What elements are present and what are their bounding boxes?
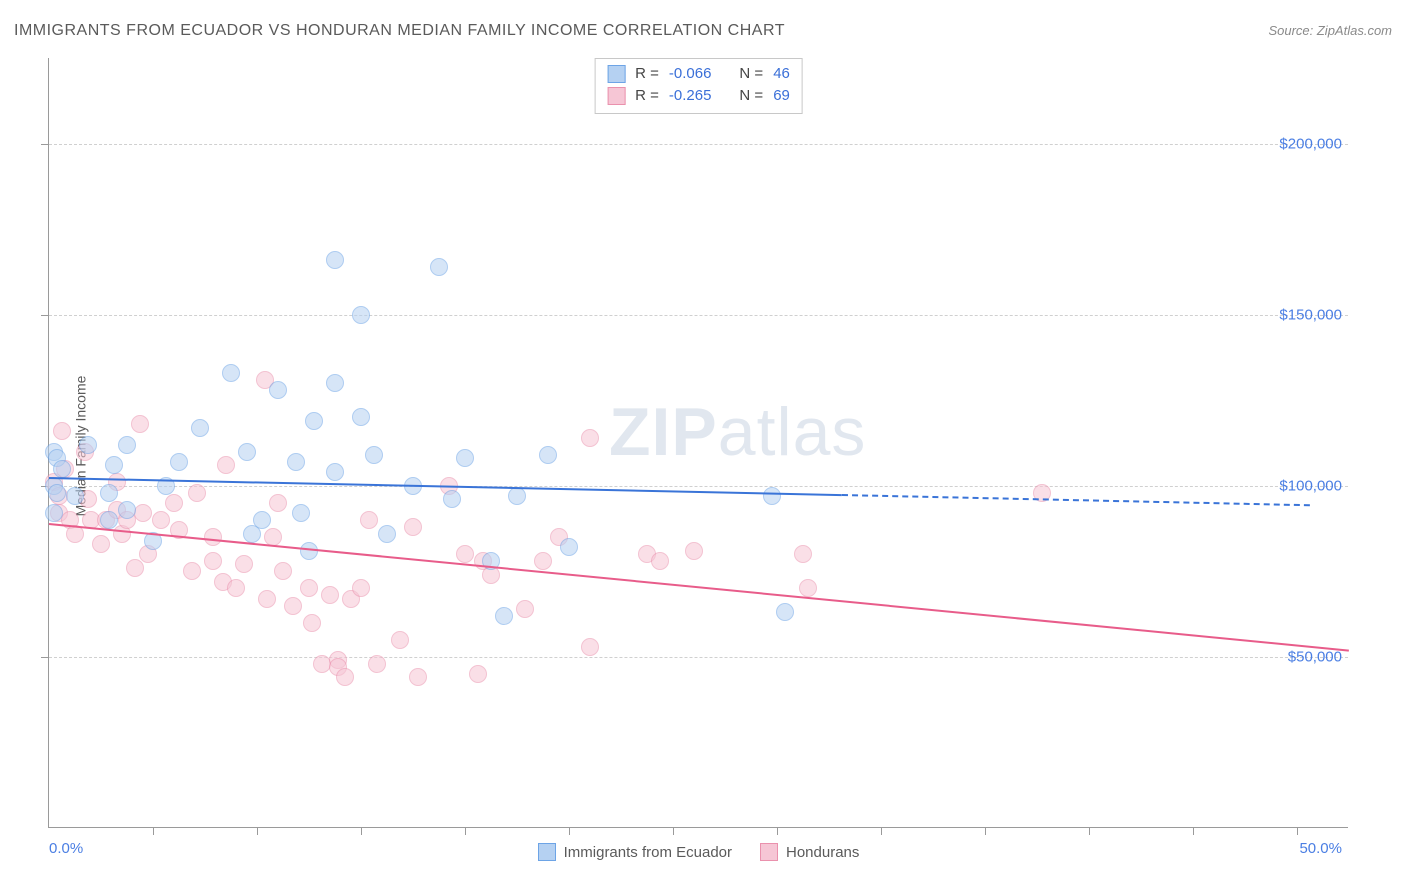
- swatch-honduran: [607, 87, 625, 105]
- chart-title: IMMIGRANTS FROM ECUADOR VS HONDURAN MEDI…: [14, 22, 785, 40]
- data-point-honduran: [217, 456, 235, 474]
- data-point-honduran: [284, 597, 302, 615]
- data-point-honduran: [321, 586, 339, 604]
- trend-line: [842, 494, 1310, 506]
- data-point-honduran: [799, 579, 817, 597]
- data-point-honduran: [368, 655, 386, 673]
- scatter-plot-area: ZIPatlas R = -0.066 N = 46 R = -0.265 N …: [48, 58, 1348, 828]
- data-point-honduran: [183, 562, 201, 580]
- swatch-ecuador: [607, 65, 625, 83]
- data-point-ecuador: [53, 460, 71, 478]
- data-point-honduran: [303, 614, 321, 632]
- data-point-honduran: [300, 579, 318, 597]
- data-point-honduran: [516, 600, 534, 618]
- data-point-honduran: [188, 484, 206, 502]
- data-point-honduran: [131, 415, 149, 433]
- data-point-honduran: [685, 542, 703, 560]
- source-attribution: Source: ZipAtlas.com: [1268, 23, 1392, 38]
- data-point-honduran: [360, 511, 378, 529]
- x-tick-label: 0.0%: [49, 840, 83, 857]
- gridline: [49, 144, 1348, 145]
- data-point-honduran: [336, 668, 354, 686]
- data-point-ecuador: [508, 487, 526, 505]
- legend-row-honduran: R = -0.265 N = 69: [607, 85, 790, 107]
- data-point-ecuador: [105, 456, 123, 474]
- data-point-honduran: [352, 579, 370, 597]
- data-point-honduran: [165, 494, 183, 512]
- data-point-honduran: [204, 528, 222, 546]
- data-point-ecuador: [292, 504, 310, 522]
- data-point-ecuador: [326, 251, 344, 269]
- data-point-ecuador: [238, 443, 256, 461]
- data-point-ecuador: [352, 306, 370, 324]
- data-point-ecuador: [287, 453, 305, 471]
- data-point-honduran: [581, 638, 599, 656]
- series-legend: Immigrants from Ecuador Hondurans: [49, 843, 1348, 861]
- data-point-honduran: [269, 494, 287, 512]
- legend-item-ecuador: Immigrants from Ecuador: [538, 843, 732, 861]
- data-point-ecuador: [45, 504, 63, 522]
- data-point-honduran: [409, 668, 427, 686]
- data-point-ecuador: [326, 463, 344, 481]
- data-point-honduran: [534, 552, 552, 570]
- data-point-honduran: [258, 590, 276, 608]
- swatch-honduran: [760, 843, 778, 861]
- data-point-honduran: [227, 579, 245, 597]
- data-point-ecuador: [495, 607, 513, 625]
- data-point-ecuador: [352, 408, 370, 426]
- data-point-ecuador: [430, 258, 448, 276]
- data-point-honduran: [469, 665, 487, 683]
- data-point-honduran: [274, 562, 292, 580]
- data-point-ecuador: [763, 487, 781, 505]
- data-point-honduran: [456, 545, 474, 563]
- data-point-ecuador: [118, 501, 136, 519]
- legend-item-honduran: Hondurans: [760, 843, 859, 861]
- y-tick-label: $100,000: [1279, 477, 1342, 494]
- x-tick-label: 50.0%: [1299, 840, 1342, 857]
- data-point-honduran: [404, 518, 422, 536]
- data-point-honduran: [126, 559, 144, 577]
- watermark: ZIPatlas: [609, 393, 866, 471]
- data-point-ecuador: [66, 487, 84, 505]
- data-point-ecuador: [222, 364, 240, 382]
- y-tick-label: $150,000: [1279, 306, 1342, 323]
- data-point-ecuador: [79, 436, 97, 454]
- data-point-ecuador: [326, 374, 344, 392]
- y-tick-label: $50,000: [1288, 648, 1342, 665]
- gridline: [49, 486, 1348, 487]
- swatch-ecuador: [538, 843, 556, 861]
- data-point-ecuador: [378, 525, 396, 543]
- data-point-ecuador: [365, 446, 383, 464]
- data-point-ecuador: [118, 436, 136, 454]
- data-point-ecuador: [100, 511, 118, 529]
- data-point-honduran: [204, 552, 222, 570]
- data-point-ecuador: [170, 453, 188, 471]
- data-point-honduran: [651, 552, 669, 570]
- data-point-ecuador: [269, 381, 287, 399]
- data-point-ecuador: [539, 446, 557, 464]
- data-point-honduran: [794, 545, 812, 563]
- y-tick-label: $200,000: [1279, 135, 1342, 152]
- data-point-honduran: [581, 429, 599, 447]
- data-point-honduran: [235, 555, 253, 573]
- data-point-ecuador: [305, 412, 323, 430]
- data-point-ecuador: [48, 484, 66, 502]
- data-point-honduran: [152, 511, 170, 529]
- data-point-honduran: [134, 504, 152, 522]
- data-point-ecuador: [191, 419, 209, 437]
- gridline: [49, 315, 1348, 316]
- correlation-legend: R = -0.066 N = 46 R = -0.265 N = 69: [594, 58, 803, 114]
- data-point-ecuador: [253, 511, 271, 529]
- data-point-honduran: [92, 535, 110, 553]
- gridline: [49, 657, 1348, 658]
- legend-row-ecuador: R = -0.066 N = 46: [607, 63, 790, 85]
- data-point-ecuador: [100, 484, 118, 502]
- data-point-honduran: [391, 631, 409, 649]
- data-point-honduran: [53, 422, 71, 440]
- data-point-ecuador: [456, 449, 474, 467]
- data-point-ecuador: [776, 603, 794, 621]
- data-point-ecuador: [560, 538, 578, 556]
- data-point-ecuador: [443, 490, 461, 508]
